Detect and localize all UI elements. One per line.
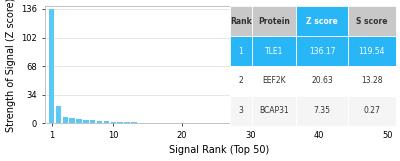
Text: Z score: Z score (306, 17, 338, 26)
Text: TLE1: TLE1 (265, 47, 283, 56)
Text: Protein: Protein (258, 17, 290, 26)
Text: 13.28: 13.28 (361, 76, 383, 85)
Text: 136.17: 136.17 (309, 47, 335, 56)
Bar (118, 122, 123, 123)
Bar (104, 121, 109, 123)
Bar (83, 120, 89, 123)
Text: 7.35: 7.35 (314, 106, 331, 115)
Text: 1: 1 (238, 47, 243, 56)
Bar (62, 117, 68, 123)
Bar (49, 9, 54, 123)
Bar (76, 119, 82, 123)
Text: Rank: Rank (230, 17, 252, 26)
Bar (97, 121, 102, 123)
Text: 0.27: 0.27 (364, 106, 380, 115)
Bar (124, 122, 130, 123)
Bar (90, 120, 96, 123)
Text: 20.63: 20.63 (311, 76, 333, 85)
Text: EEF2K: EEF2K (262, 76, 286, 85)
Text: 119.54: 119.54 (359, 47, 385, 56)
Bar (70, 118, 75, 123)
Text: 3: 3 (238, 106, 243, 115)
Text: BCAP31: BCAP31 (259, 106, 289, 115)
Bar (110, 122, 116, 123)
Text: S score: S score (356, 17, 388, 26)
Bar (131, 122, 137, 123)
Bar (56, 106, 61, 123)
X-axis label: Signal Rank (Top 50): Signal Rank (Top 50) (170, 145, 270, 155)
Text: 2: 2 (238, 76, 243, 85)
Y-axis label: Strength of Signal (Z score): Strength of Signal (Z score) (6, 0, 16, 132)
